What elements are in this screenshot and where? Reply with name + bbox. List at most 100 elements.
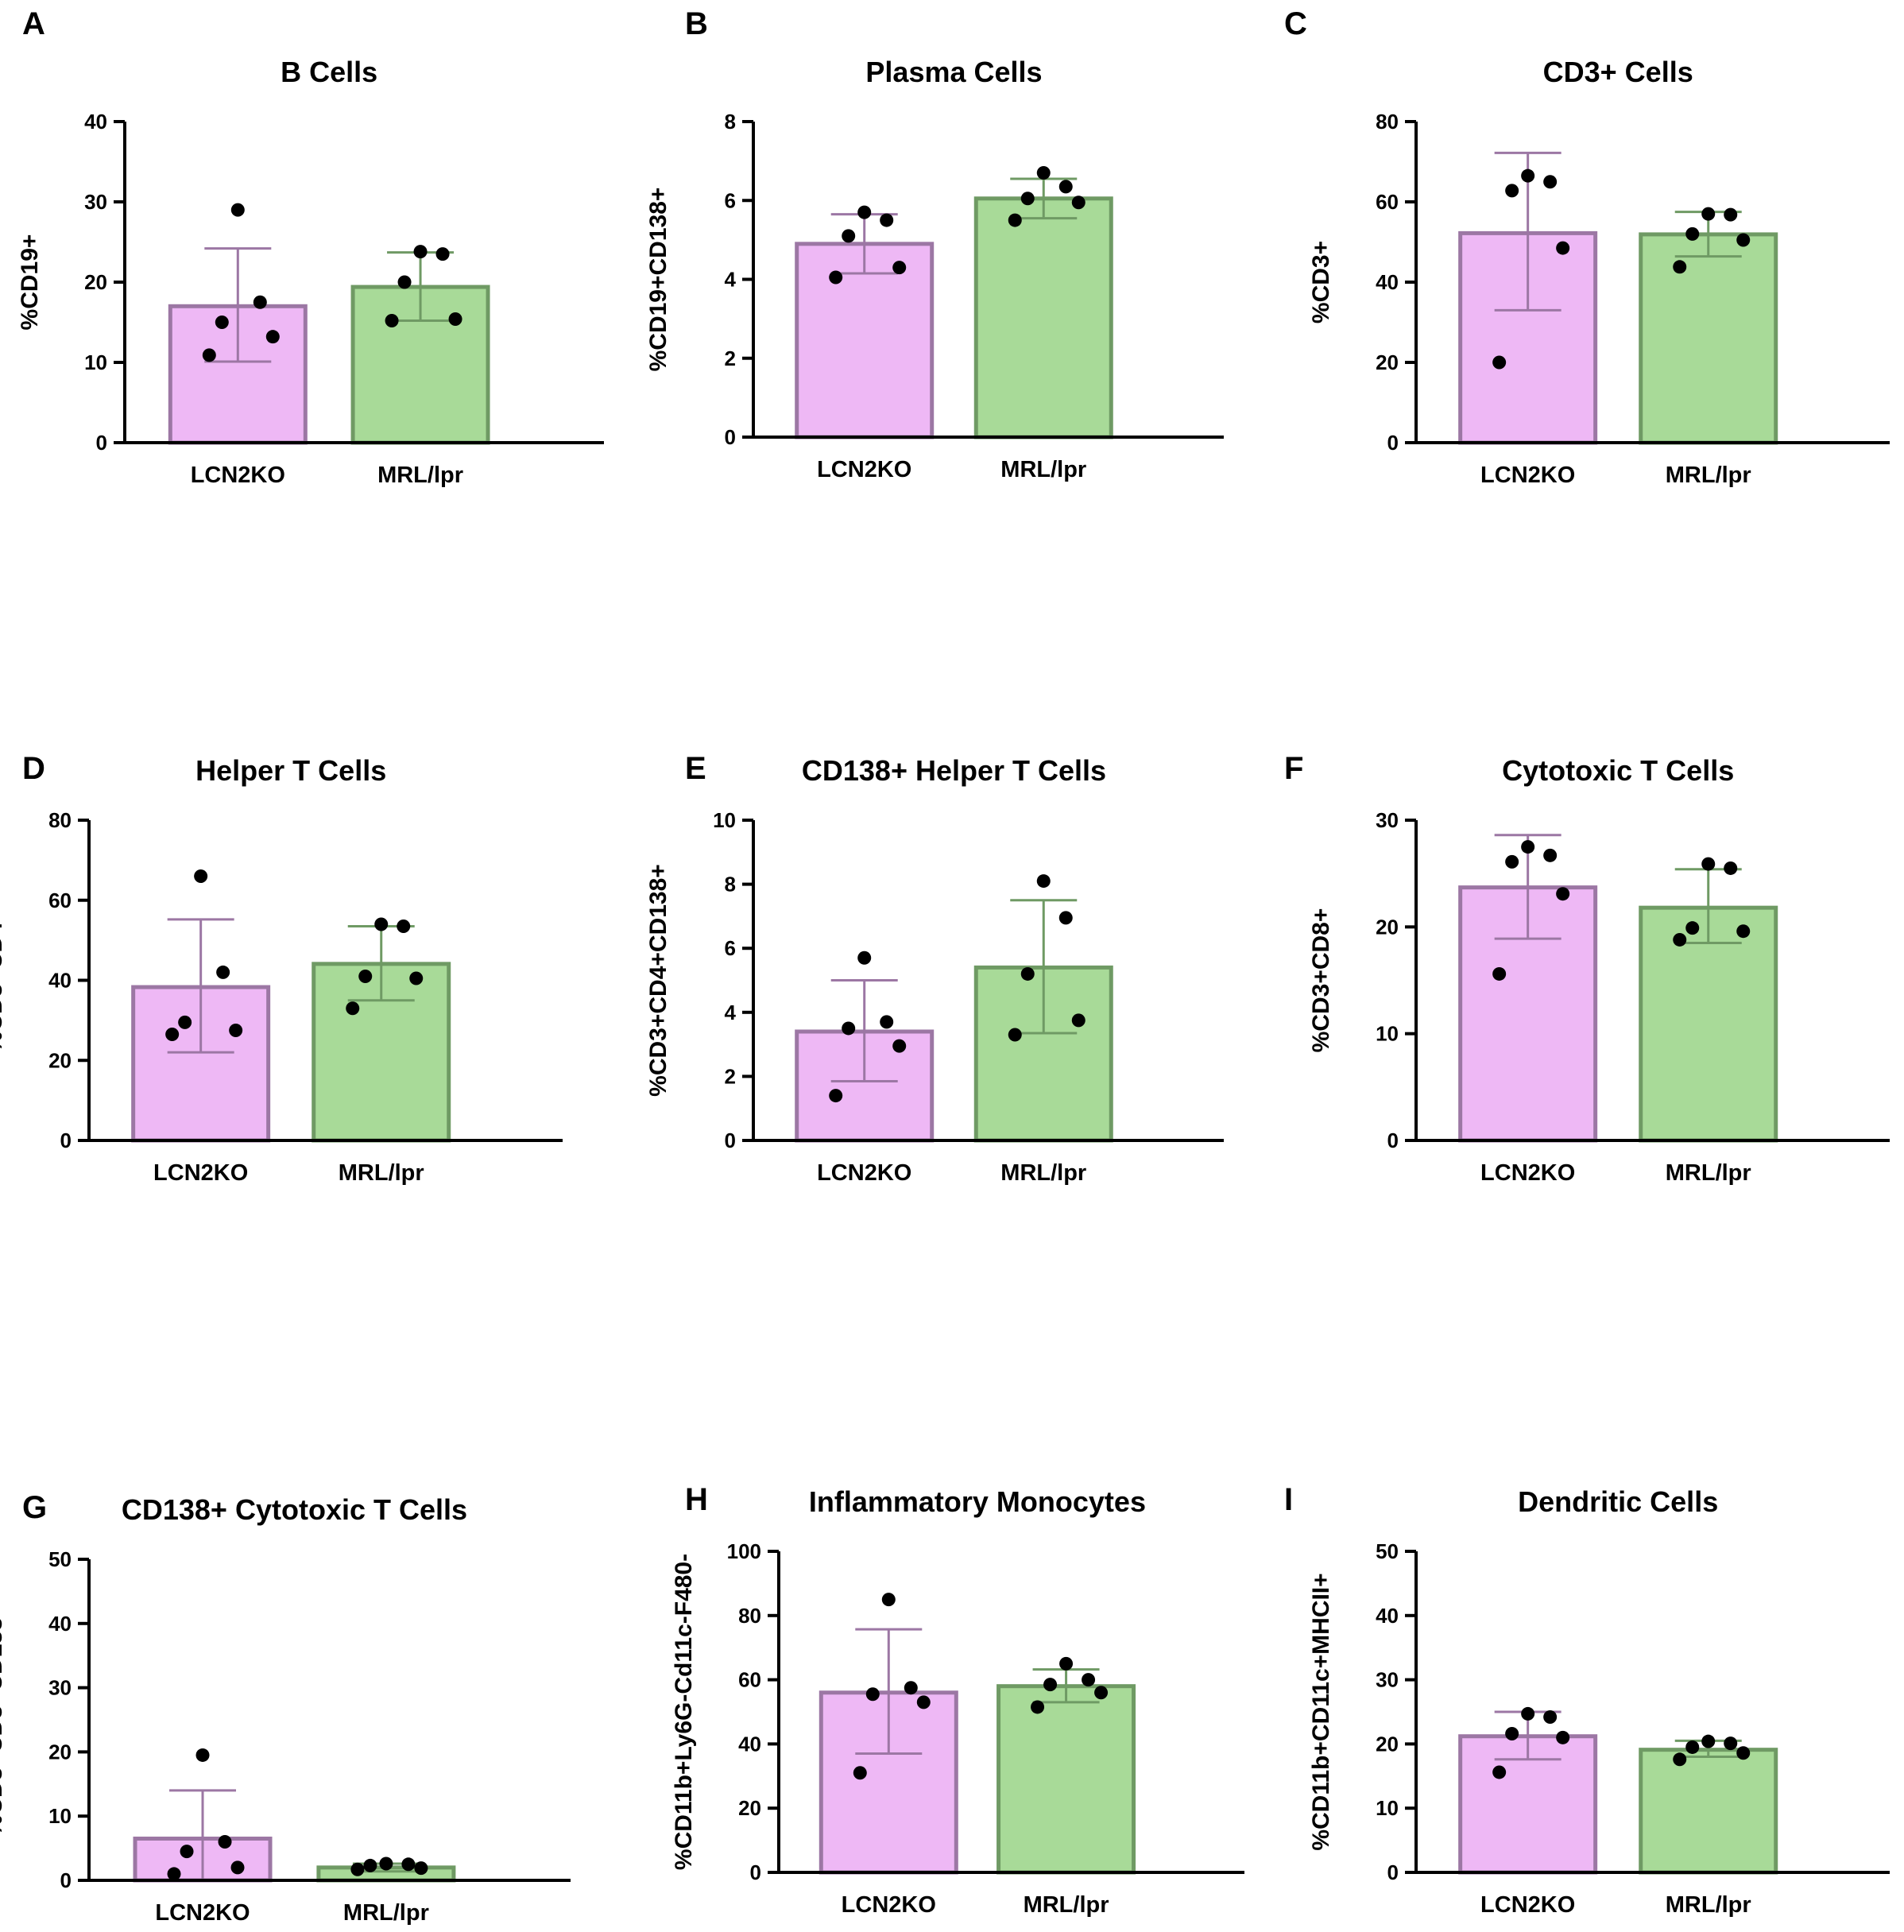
data-point (1043, 1678, 1058, 1692)
y-axis-label: %CD3+ (1308, 241, 1334, 323)
data-point (1724, 207, 1738, 222)
data-point (1701, 1734, 1716, 1748)
data-point (857, 951, 872, 965)
data-point (167, 1867, 181, 1881)
y-tick-label: 30 (48, 1676, 72, 1700)
y-tick-label: 10 (84, 350, 107, 374)
data-point (448, 312, 462, 326)
panel-letter: E (685, 751, 706, 786)
y-tick-label: 4 (725, 1001, 737, 1024)
chart-title: Cytotoxic T Cells (1502, 754, 1734, 787)
data-point (1685, 921, 1700, 935)
y-axis-label: %CD11b+CD11c+MHCII+ (1308, 1573, 1334, 1850)
x-tick-label: MRL/lpr (1666, 1160, 1751, 1186)
x-tick-label: LCN2KO (191, 463, 285, 488)
y-tick-label: 0 (60, 1868, 72, 1892)
data-point (880, 213, 894, 227)
data-point (881, 1593, 896, 1607)
y-axis-label: %CD3+CD8+CD138+ (0, 1604, 7, 1837)
y-tick-label: 0 (96, 431, 107, 455)
chart-panel-d: D Helper T Cells %CD3+CD4+ 0 20 40 60 80 LCN2KO M… (0, 751, 563, 1186)
data-point (880, 1015, 894, 1029)
data-point (397, 275, 412, 289)
x-tick-label: LCN2KO (155, 1900, 250, 1926)
data-point (1736, 924, 1751, 939)
data-point (230, 1860, 245, 1875)
x-tick-label: LCN2KO (842, 1892, 936, 1918)
y-axis-label: %CD11b+Ly6G-Cd11c-F480- (671, 1554, 697, 1870)
y-tick-label: 8 (725, 873, 736, 896)
bar-mrl-lpr (973, 196, 1113, 439)
chart-title: Plasma Cells (865, 56, 1042, 88)
data-point (178, 1015, 192, 1029)
y-tick-label: 8 (725, 110, 736, 134)
data-point (1008, 1028, 1022, 1042)
bar-lcn2ko (795, 242, 935, 439)
data-point (892, 261, 907, 275)
chart-panel-c: C CD3+ Cells %CD3+ 0 20 40 60 80 LCN2KO MRL/lpr (1284, 6, 1890, 488)
data-point (1543, 1709, 1558, 1724)
y-tick-label: 20 (48, 1048, 72, 1072)
data-point (1505, 184, 1519, 198)
y-tick-label: 2 (725, 1064, 736, 1088)
data-point (1685, 226, 1700, 241)
y-tick-label: 0 (60, 1129, 72, 1152)
y-tick-label: 60 (48, 889, 72, 912)
y-tick-label: 0 (1387, 1860, 1399, 1884)
y-tick-label: 80 (738, 1604, 761, 1628)
x-tick-label: LCN2KO (1480, 1892, 1575, 1918)
data-point (1724, 861, 1738, 875)
data-point (1036, 166, 1051, 180)
chart-panel-a: A B Cells %CD19+ 0 10 20 30 40 LCN2KO MRL/lpr (17, 6, 604, 488)
data-point (1094, 1686, 1109, 1700)
chart-title: CD138+ Cytotoxic T Cells (122, 1493, 467, 1526)
data-point (202, 348, 216, 362)
panel-letter: H (685, 1482, 708, 1517)
data-point (1685, 1740, 1700, 1754)
data-point (1724, 1736, 1738, 1751)
data-point (350, 1862, 365, 1876)
y-tick-label: 40 (48, 1612, 72, 1636)
panel-letter: D (22, 751, 45, 786)
y-tick-label: 10 (713, 808, 736, 832)
chart-title: CD138+ Helper T Cells (802, 754, 1106, 787)
y-tick-label: 2 (725, 347, 736, 370)
data-point (218, 1835, 232, 1849)
chart-panel-f: F Cytotoxic T Cells %CD3+CD8+ 0 10 20 30 LCN2KO… (1284, 751, 1890, 1186)
x-tick-label: MRL/lpr (1000, 1160, 1086, 1186)
x-tick-label: MRL/lpr (339, 1160, 424, 1186)
data-point (1058, 180, 1073, 194)
data-point (1556, 1730, 1570, 1744)
data-point (265, 330, 280, 344)
x-tick-label: MRL/lpr (1024, 1892, 1109, 1918)
y-axis-label: %CD3+CD8+ (1308, 908, 1334, 1053)
chart-title: Inflammatory Monocytes (809, 1485, 1146, 1518)
y-tick-label: 10 (1376, 1796, 1399, 1820)
data-point (892, 1039, 907, 1053)
data-point (1020, 966, 1035, 981)
data-point (195, 1748, 210, 1762)
y-tick-label: 50 (48, 1547, 72, 1571)
y-tick-label: 20 (1376, 1732, 1399, 1756)
data-point (842, 1021, 856, 1036)
x-tick-label: LCN2KO (1480, 1160, 1575, 1186)
bar-mrl-lpr (997, 1684, 1136, 1875)
y-tick-label: 40 (48, 969, 72, 993)
data-point (379, 1857, 393, 1871)
chart-title: Dendritic Cells (1518, 1485, 1718, 1518)
y-tick-label: 4 (725, 268, 737, 292)
chart-panel-g: G CD138+ Cytotoxic T Cells %CD3+CD8+CD138+… (0, 1490, 571, 1926)
panel-letter: I (1284, 1482, 1293, 1517)
data-point (413, 245, 428, 259)
bar-mrl-lpr (1639, 232, 1778, 445)
y-tick-label: 20 (1376, 915, 1399, 939)
y-tick-label: 50 (1376, 1539, 1399, 1563)
data-point (1673, 1752, 1687, 1767)
data-point (1736, 233, 1751, 247)
data-point (857, 205, 872, 219)
data-point (230, 203, 245, 217)
y-axis-label: %CD19+CD138+ (645, 188, 671, 372)
data-point (1492, 966, 1507, 981)
data-point (1556, 887, 1570, 901)
